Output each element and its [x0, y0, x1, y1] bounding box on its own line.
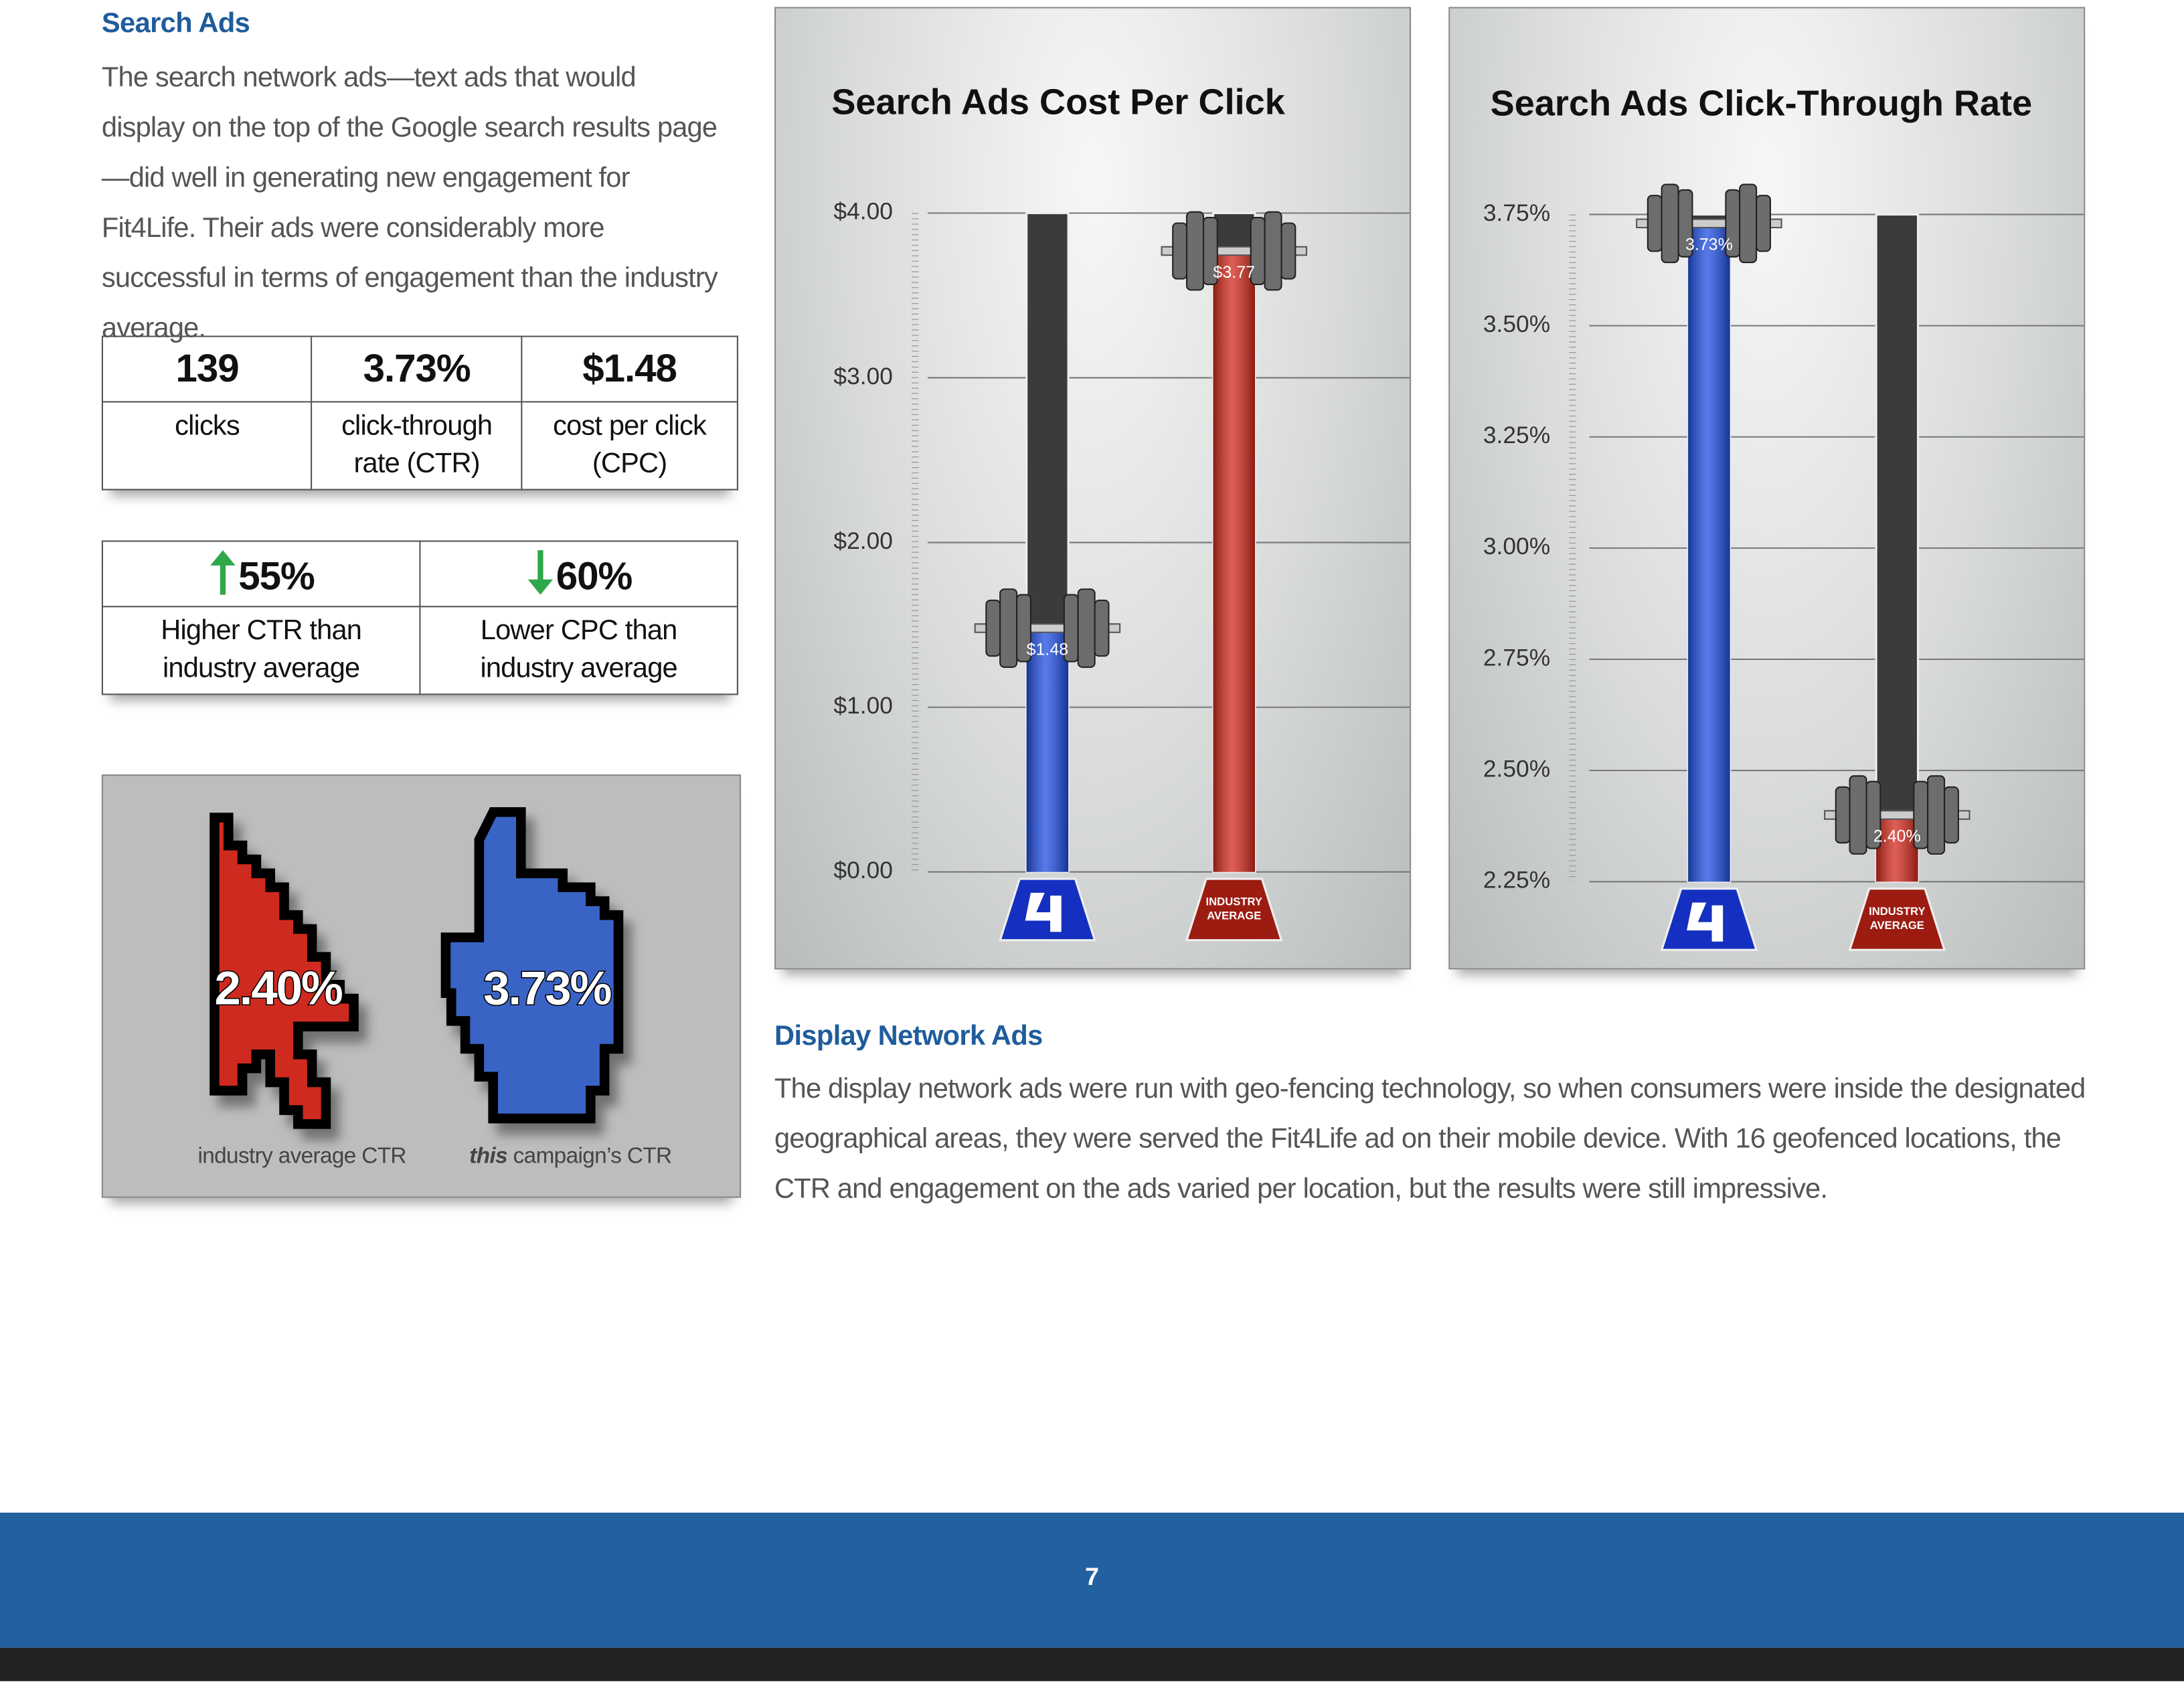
arrow-up [210, 550, 236, 595]
section-heading: Display Network Ads [774, 1021, 1043, 1052]
arrow-down [528, 550, 554, 595]
category-badge [1185, 877, 1283, 942]
value-label: 2.40% [1873, 827, 1921, 845]
stat-label: clicks [101, 401, 313, 491]
comparison-label: Lower CPC than industry average [419, 606, 738, 695]
comparison-value: 60% [556, 554, 633, 598]
stats-table: 139 3.73% $1.48 clicks click-through rat… [101, 335, 738, 491]
bar-shine [1213, 250, 1255, 872]
dumbbell-plate [1756, 195, 1771, 252]
cursor-art [209, 807, 624, 1129]
page-number: 7 [1085, 1562, 1099, 1591]
y-tick-label: 3.25% [1483, 422, 1550, 448]
cursor-caption: this campaign’s CTR [469, 1145, 672, 1170]
comparison-cell: 55% [101, 540, 421, 608]
cursor-value: 3.73% [483, 961, 613, 1016]
y-tick-label: $1.00 [833, 693, 893, 719]
stat-label: cost per click (CPC) [521, 401, 738, 491]
section-heading: Search Ads [101, 8, 250, 39]
chart: Search Ads Cost Per Click $0.00 $1.00 $2.0… [831, 82, 1410, 942]
paragraph: The search network ads—text ads that wou… [101, 62, 718, 345]
caption-text: campaign’s CTR [513, 1145, 672, 1169]
stat-value: 139 [101, 335, 313, 403]
value-label: 3.73% [1685, 236, 1733, 254]
cursor-caption: industry average CTR [197, 1145, 407, 1169]
stat-value: 3.73% [311, 335, 523, 403]
y-tick-label: 3.00% [1483, 533, 1550, 560]
dumbbell [1636, 183, 1782, 264]
y-tick-label: 3.50% [1483, 311, 1550, 337]
category-label: INDUSTRY AVERAGE [1869, 905, 1926, 932]
dumbbell-plate [1647, 195, 1663, 252]
dumbbell-plate [1202, 217, 1218, 285]
category-label: INDUSTRY AVERAGE [1205, 896, 1263, 922]
dumbbell-plate [985, 599, 1001, 657]
dumbbell [1824, 775, 1970, 855]
dumbbell-plate [1185, 211, 1205, 291]
footer: 7 [0, 1512, 2184, 1648]
dumbbell [1161, 211, 1308, 291]
y-tick-label: 2.50% [1483, 756, 1550, 782]
y-tick-label: $3.00 [833, 363, 893, 390]
comparison-table: 55% 60% Higher CTR than industry average… [101, 540, 738, 695]
comparison-value: 55% [238, 554, 315, 598]
chart: Search Ads Click-Through Rate 2.25% 2.50%… [1483, 84, 2084, 951]
logo-mark [1687, 902, 1724, 942]
chart-panel: Search Ads Cost Per Click $0.00 $1.00 $2.0… [774, 7, 1412, 970]
cursor-panel: 2.40% 3.73% industry average CTR this ca… [101, 774, 742, 1198]
stat-label: click-through rate (CTR) [311, 401, 523, 491]
paragraph: The display network ads were run with ge… [774, 1074, 2086, 1205]
bar-shine [1688, 223, 1730, 882]
chart-title: Search Ads Click-Through Rate [1491, 84, 2033, 124]
category-badge [999, 877, 1096, 942]
y-tick-label: 2.75% [1483, 645, 1550, 671]
comparison-label: Higher CTR than industry average [101, 606, 421, 695]
dumbbell-plate [1835, 786, 1851, 844]
dumbbell-plate [1094, 599, 1110, 657]
y-tick-label: 2.25% [1483, 867, 1550, 894]
dumbbell-plate [1016, 594, 1031, 663]
dumbbell-plate [1677, 189, 1693, 258]
y-tick-label: 3.75% [1483, 200, 1550, 226]
dumbbell-plate [999, 588, 1018, 668]
chart-panel: Search Ads Click-Through Rate 2.25% 2.50%… [1448, 7, 2086, 970]
dumbbell-plate [1264, 211, 1282, 291]
comparison-cell: 60% [419, 540, 738, 608]
dumbbell-plate [1739, 183, 1758, 264]
dumbbell-plate [1280, 222, 1296, 280]
value-label: $1.48 [1027, 640, 1068, 659]
y-tick-label: $0.00 [833, 857, 893, 884]
cursor-value: 2.40% [214, 961, 344, 1016]
category-badge [1660, 888, 1758, 951]
chart-title: Search Ads Cost Per Click [831, 82, 1285, 122]
bar-shine [1876, 815, 1918, 882]
dumbbell-plate [1865, 780, 1881, 849]
dumbbell-plate [1077, 588, 1096, 668]
dumbbell-plate [1927, 775, 1946, 855]
dumbbell [974, 588, 1121, 668]
bar-shine [1026, 628, 1069, 872]
bar-track [1875, 213, 1920, 883]
y-tick-label: $2.00 [833, 528, 893, 554]
value-label: $3.77 [1213, 263, 1255, 282]
dumbbell-plate [1661, 183, 1679, 264]
footer-bar [0, 1647, 2184, 1681]
dumbbell-plate [1849, 775, 1867, 855]
dumbbell-plate [1172, 222, 1188, 280]
y-tick-label: $4.00 [833, 199, 893, 225]
category-badge [1848, 888, 1946, 951]
dumbbell-plate [1944, 786, 1959, 844]
logo-mark [1025, 892, 1062, 932]
caption-emphasis: this [469, 1145, 508, 1169]
stat-value: $1.48 [521, 335, 738, 403]
